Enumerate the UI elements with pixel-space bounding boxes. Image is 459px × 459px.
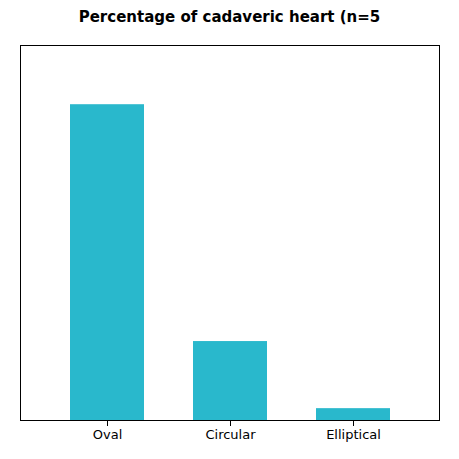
svg-text:Circular: Circular [205, 427, 256, 442]
svg-text:Oval: Oval [93, 427, 123, 442]
html-text:Percentage of cadaveric heart: Percentage of cadaveric heart (n=5 [78, 8, 381, 26]
svg-text:Elliptical: Elliptical [326, 427, 381, 442]
